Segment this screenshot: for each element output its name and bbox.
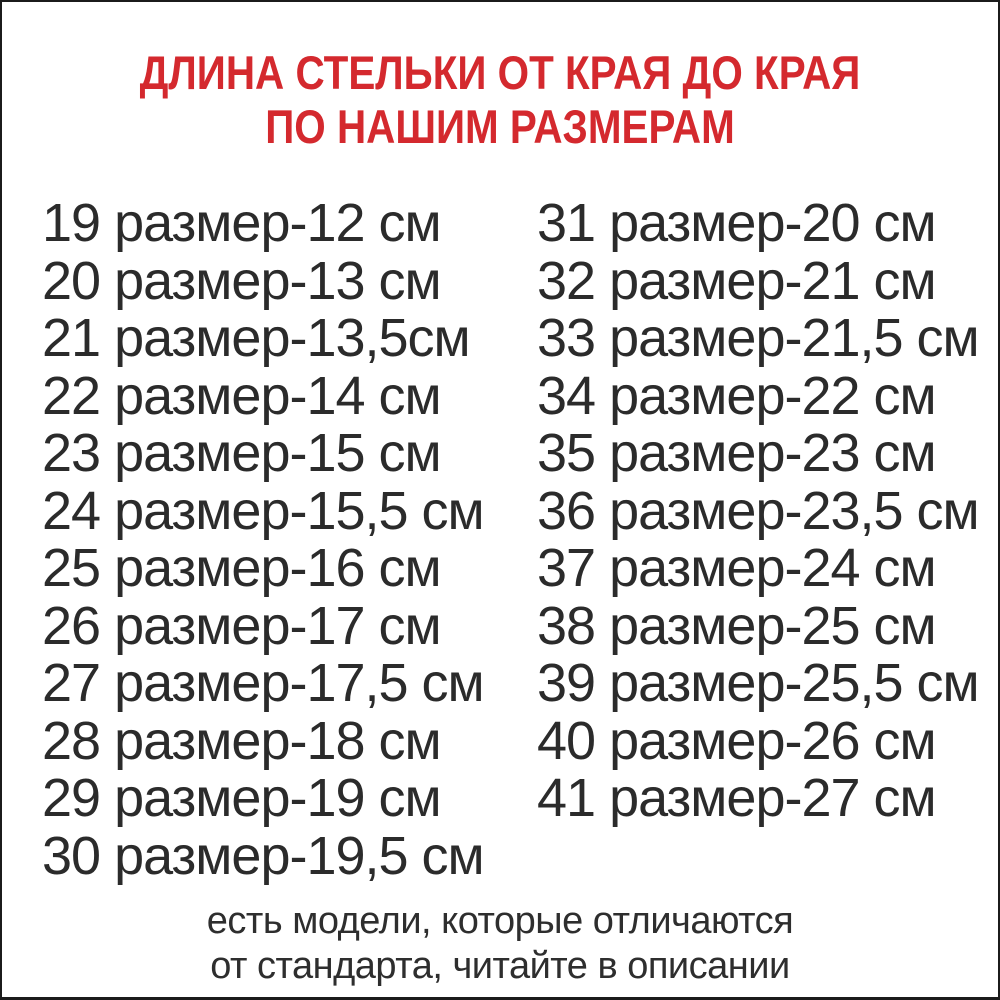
size-row-34: 34 размер-22 см [537, 365, 937, 426]
footnote-line-1: есть модели, которые отличаются [206, 900, 794, 942]
footnote-line-2: от стандарта, читайте в описании [210, 945, 790, 987]
size-row-25: 25 размер-16 см [42, 538, 442, 598]
size-row-20: 20 размер-13 см [42, 250, 442, 311]
size-row-40: 40 размер-26 см [537, 710, 937, 771]
size-row-29: 29 размер-19 см [42, 768, 442, 828]
size-row-24: 24 размер-15,5 см [42, 480, 485, 541]
size-row-22: 22 размер-14 см [42, 365, 442, 426]
size-row-33: 33 размер-21,5 см [537, 308, 980, 368]
size-row-39: 39 размер-25,5 см [537, 653, 980, 713]
size-row-19: 19 размер-12 см [42, 193, 442, 253]
size-row-32: 32 размер-21 см [537, 250, 937, 311]
page-title: ДЛИНА СТЕЛЬКИ ОТ КРАЯ ДО КРАЯ ПО НАШИМ Р… [72, 46, 929, 154]
size-column-left: 19 размер-12 см 20 размер-13 см 21 разме… [42, 193, 537, 886]
size-row-27: 27 размер-17,5 см [42, 653, 485, 713]
size-row-35: 35 размер-23 см [537, 423, 937, 483]
size-row-21: 21 размер-13,5см [42, 308, 471, 368]
size-row-26: 26 размер-17 см [42, 595, 442, 656]
size-row-31: 31 размер-20 см [537, 193, 937, 253]
size-column-right: 31 размер-20 см 32 размер-21 см 33 разме… [537, 193, 998, 885]
title-line-2: ПО НАШИМ РАЗМЕРАМ [265, 100, 735, 153]
title-line-1: ДЛИНА СТЕЛЬКИ ОТ КРАЯ ДО КРАЯ [139, 46, 861, 99]
size-table: 19 размер-12 см 20 размер-13 см 21 разме… [2, 193, 998, 886]
size-row-23: 23 размер-15 см [42, 423, 442, 483]
size-row-36: 36 размер-23,5 см [537, 480, 980, 541]
footnote: есть модели, которые отличаются от станд… [2, 899, 998, 989]
size-row-37: 37 размер-24 см [537, 538, 937, 598]
size-row-38: 38 размер-25 см [537, 595, 937, 656]
size-row-28: 28 размер-18 см [42, 710, 442, 771]
size-row-30: 30 размер-19,5 см [42, 825, 485, 886]
size-row-41: 41 размер-27 см [537, 768, 937, 828]
